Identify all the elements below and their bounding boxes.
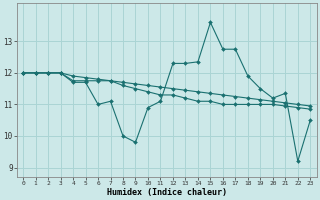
X-axis label: Humidex (Indice chaleur): Humidex (Indice chaleur): [107, 188, 227, 197]
